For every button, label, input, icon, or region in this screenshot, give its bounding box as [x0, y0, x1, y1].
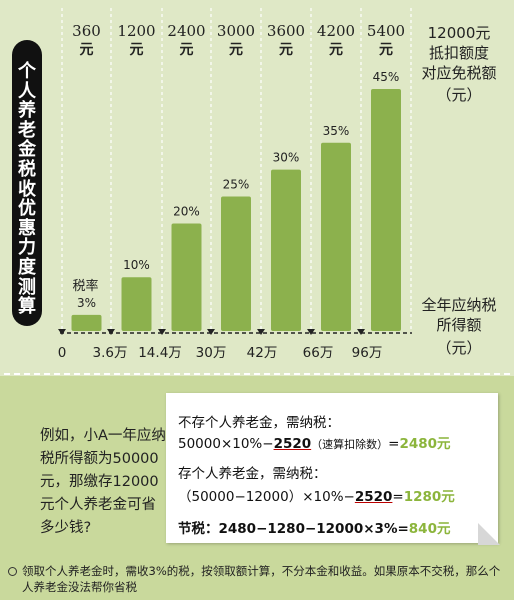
- bar-value-label: 45%: [373, 70, 400, 84]
- chart-title: 个人养老金税收优惠力度测算: [18, 61, 36, 318]
- tax-rate-bar-chart: 3% 360 元 10% 1200 元 20% 2400 元 25% 3000 元 30% 3600 元 35…: [58, 8, 412, 361]
- bar: [221, 196, 251, 331]
- exemption-unit-label: 元: [379, 42, 393, 58]
- bar-value-label: 10%: [123, 258, 150, 272]
- exemption-amount-label: 5400: [367, 22, 405, 40]
- right-label-line: 对应免税额: [421, 64, 497, 82]
- calc-line: 节税：2480−1280−12000×3%=840元: [178, 521, 451, 537]
- x-tick-label: 14.4万: [138, 345, 182, 361]
- exemption-amount-label: 3000: [217, 22, 255, 40]
- title-pill: [12, 40, 42, 326]
- bar: [371, 89, 401, 331]
- axis-tick: [257, 329, 265, 335]
- bar: [271, 169, 301, 331]
- exemption-unit-label: 元: [329, 42, 343, 58]
- x-tick-label: 42万: [247, 345, 278, 361]
- x-tick-label: 0: [58, 345, 67, 361]
- exemption-amount-label: 2400: [167, 22, 205, 40]
- bar-value-label: 20%: [173, 204, 200, 218]
- chart-panel: [0, 0, 514, 372]
- x-tick-label: 30万: [196, 345, 227, 361]
- x-tick-label: 3.6万: [93, 345, 128, 361]
- axis-tick: [207, 329, 215, 335]
- right-label-line: 12000元: [427, 24, 491, 42]
- right-label-line: （元）: [436, 86, 482, 104]
- axis-tick: [58, 329, 66, 335]
- bar: [321, 142, 351, 331]
- first-bar-rate-label: 税率: [72, 278, 98, 294]
- calc-line: 不存个人养老金，需纳税：: [178, 415, 340, 431]
- bar-value-label: 25%: [223, 178, 250, 192]
- dashed-divider: [4, 373, 510, 375]
- axis-tick: [357, 329, 365, 335]
- exemption-unit-label: 元: [180, 42, 194, 58]
- exemption-unit-label: 元: [279, 42, 293, 58]
- exemption-amount-label: 4200: [317, 22, 355, 40]
- footnote: 领取个人养老金时，需收3%的税，按领取额计算，不分本金和收益。如果原本不交税，那…: [22, 564, 501, 594]
- x-tick-label: 66万: [303, 345, 334, 361]
- example-question: 例如，小A一年应纳税所得额为50000元，那缴存12000元个人养老金可省多少钱…: [40, 428, 166, 536]
- bar: [171, 223, 202, 331]
- exemption-unit-label: 元: [130, 42, 144, 58]
- bar-value-label: 3%: [77, 296, 96, 310]
- axis-tick: [307, 329, 315, 335]
- axis-tick: [107, 329, 115, 335]
- exemption-unit-label: 元: [80, 42, 94, 58]
- x-tick-label: 96万: [352, 345, 383, 361]
- exemption-unit-label: 元: [229, 42, 243, 58]
- exemption-amount-label: 360: [72, 22, 101, 40]
- calc-line: 存个人养老金，需纳税：: [178, 466, 327, 482]
- bar-value-label: 30%: [273, 151, 300, 165]
- axis-tick: [158, 329, 166, 335]
- right-label-line: （元）: [436, 339, 482, 357]
- right-label-line: 所得额: [436, 316, 482, 334]
- right-label-line: 抵扣额度: [428, 44, 489, 62]
- bullet-icon: [8, 567, 17, 576]
- calculation-card: [166, 393, 498, 543]
- exemption-amount-label: 1200: [117, 22, 155, 40]
- bar: [121, 277, 152, 331]
- bar: [71, 314, 102, 331]
- right-label-line: 全年应纳税: [421, 296, 497, 314]
- calc-line: 50000×10%−2520（速算扣除数）=2480元: [178, 436, 451, 452]
- calc-line: （50000−12000）×10%−2520=1280元: [178, 489, 455, 505]
- exemption-amount-label: 3600: [267, 22, 305, 40]
- bar-value-label: 35%: [323, 124, 350, 138]
- card-fold-corner: [478, 523, 500, 545]
